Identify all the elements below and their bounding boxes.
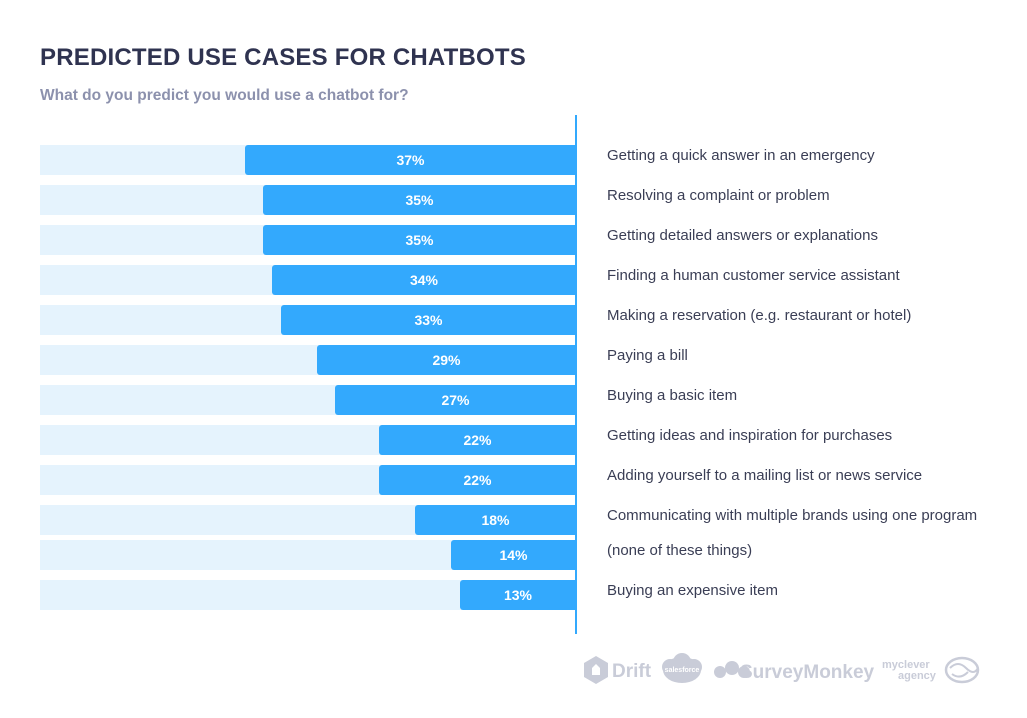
bar-value-label: 27%	[441, 392, 470, 408]
bar-value-label: 29%	[432, 352, 461, 368]
bar	[272, 265, 576, 295]
bar-value-label: 35%	[405, 192, 434, 208]
bar	[379, 425, 576, 455]
category-label: (none of these things)	[607, 542, 753, 559]
bar	[379, 465, 576, 495]
bar-row: 33% Making a reservation (e.g. restaurant…	[40, 305, 980, 335]
bar	[460, 580, 576, 610]
bar-value-label: 14%	[499, 547, 528, 563]
bar	[335, 385, 576, 415]
bar-row: 29% Paying a bill	[40, 345, 980, 375]
category-label: Getting a quick answer in an emergency	[607, 147, 875, 164]
sponsor-logos: Drift salesforce SurveyMonkey myclever a…	[580, 650, 980, 690]
bar	[451, 540, 576, 570]
category-label: Buying an expensive item	[607, 582, 778, 599]
chart-subtitle: What do you predict you would use a chat…	[40, 87, 409, 104]
svg-text:myclever: myclever	[882, 659, 930, 671]
category-label: Paying a bill	[607, 347, 688, 364]
bar-value-label: 13%	[503, 587, 533, 603]
bar	[317, 345, 576, 375]
bar-row: 22% Getting ideas and inspiration for pur…	[40, 425, 980, 455]
svg-text:Drift: Drift	[612, 661, 652, 682]
bar-row: 13% Buying an expensive item	[40, 580, 980, 610]
bar	[245, 145, 576, 175]
category-label: Communicating with multiple brands using…	[607, 507, 978, 524]
bar	[263, 185, 576, 215]
axis-line	[575, 115, 577, 634]
bar	[281, 305, 576, 335]
svg-text:salesforce: salesforce	[665, 667, 700, 674]
bar-row: 18% Communicating with multiple brands us…	[40, 505, 980, 535]
category-label: Adding yourself to a mailing list or new…	[607, 467, 923, 484]
bar-value-label: 37%	[396, 152, 425, 168]
bar-value-label: 35%	[405, 232, 434, 248]
bar	[415, 505, 576, 535]
myclever-agency-logo: myclever agency	[882, 656, 980, 684]
bar-row: 22% Adding yourself to a mailing list or …	[40, 465, 980, 495]
bar-row: 14% (none of these things)	[40, 540, 980, 570]
surveymonkey-logo: SurveyMonkey	[714, 661, 875, 683]
salesforce-logo: salesforce	[662, 653, 702, 683]
category-label: Buying a basic item	[607, 387, 738, 404]
bar-value-label: 33%	[414, 312, 443, 328]
chart-title: PREDICTED USE CASES FOR CHATBOTS	[40, 44, 526, 71]
bar-value-label: 18%	[481, 512, 510, 528]
bar-value-label: 34%	[409, 272, 439, 288]
bar-row: 27% Buying a basic item	[40, 385, 980, 415]
bar	[263, 225, 576, 255]
category-label: Getting ideas and inspiration for purcha…	[607, 427, 893, 444]
category-label: Resolving a complaint or problem	[607, 187, 830, 204]
bar-value-label: 22%	[463, 432, 492, 448]
svg-text:agency: agency	[898, 670, 937, 682]
category-label: Finding a human customer service assista…	[607, 267, 900, 284]
bar-value-label: 22%	[463, 472, 492, 488]
category-label: Making a reservation (e.g. restaurant or…	[607, 307, 912, 324]
svg-text:SurveyMonkey: SurveyMonkey	[740, 662, 875, 683]
category-label: Getting detailed answers or explanations	[607, 227, 878, 244]
drift-logo: Drift	[584, 656, 652, 684]
bar-row: 37% Getting a quick answer in an emergenc…	[40, 145, 980, 175]
bar-row: 35% Resolving a complaint or problem	[40, 185, 980, 215]
bar-row: 34% Finding a human customer service assi…	[40, 265, 980, 295]
bar-row: 35% Getting detailed answers or explanati…	[40, 225, 980, 255]
